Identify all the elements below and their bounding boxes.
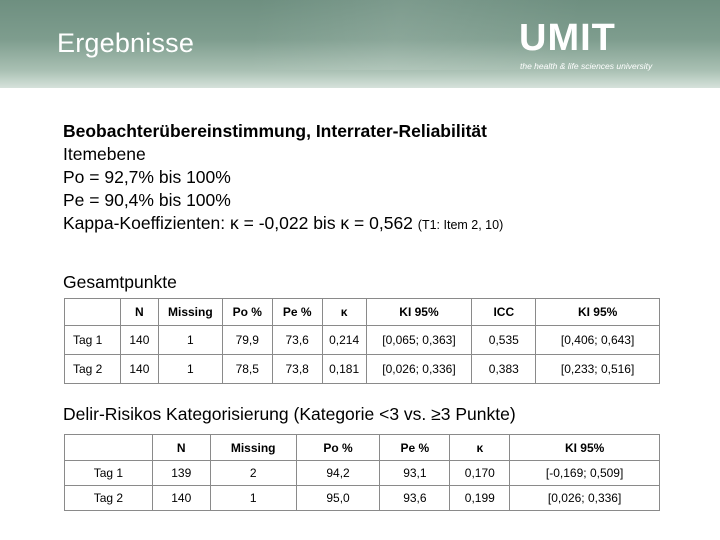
table-cell: 2 bbox=[209, 460, 297, 486]
table-cell: [-0,169; 0,509] bbox=[509, 460, 660, 486]
header-cell: KI 95% bbox=[365, 298, 473, 326]
po-line: Po = 92,7% bis 100% bbox=[63, 167, 231, 187]
table-cell: 73,6 bbox=[271, 325, 323, 355]
header-cell: KI 95% bbox=[535, 298, 660, 326]
table-cell: [0,026; 0,336] bbox=[365, 354, 473, 384]
table-cell: 78,5 bbox=[221, 354, 273, 384]
row-label: Tag 2 bbox=[64, 354, 121, 384]
kappa-text: Kappa-Koeffizienten: κ = -0,022 bis κ = … bbox=[63, 213, 413, 233]
logo-tagline: the health & life sciences university bbox=[520, 61, 653, 71]
table-cell: 79,9 bbox=[221, 325, 273, 355]
header-cell: Missing bbox=[157, 298, 223, 326]
header-cell: Pe % bbox=[271, 298, 323, 326]
table-cell: 73,8 bbox=[271, 354, 323, 384]
table-row: Tag 1 139 2 94,2 93,1 0,170 [-0,169; 0,5… bbox=[64, 460, 660, 486]
table-header-row: N Missing Po % Pe % κ KI 95% bbox=[64, 434, 660, 461]
table-cell: 93,1 bbox=[379, 460, 451, 486]
kappa-line: Kappa-Koeffizienten: κ = -0,022 bis κ = … bbox=[63, 212, 703, 237]
header-cell: κ bbox=[449, 434, 511, 461]
header-cell: N bbox=[119, 298, 159, 326]
table-cell: 0,199 bbox=[449, 485, 511, 511]
table-cell: [0,065; 0,363] bbox=[365, 325, 473, 355]
table-cell: 0,383 bbox=[471, 354, 537, 384]
table-row: Tag 2 140 1 78,5 73,8 0,181 [0,026; 0,33… bbox=[64, 354, 660, 384]
header-cell bbox=[64, 298, 121, 326]
table-cell: 1 bbox=[157, 354, 223, 384]
table2-label: Delir-Risikos Kategorisierung (Kategorie… bbox=[63, 404, 516, 424]
table-cell: [0,233; 0,516] bbox=[535, 354, 660, 384]
umit-logo: UMIT the health & life sciences universi… bbox=[519, 18, 679, 72]
row-label: Tag 1 bbox=[64, 325, 121, 355]
pe-line: Pe = 90,4% bis 100% bbox=[63, 190, 231, 210]
table-cell: 95,0 bbox=[295, 485, 381, 511]
header-cell: N bbox=[151, 434, 211, 461]
header-cell: Pe % bbox=[379, 434, 451, 461]
header-cell: κ bbox=[321, 298, 367, 326]
header-cell: KI 95% bbox=[509, 434, 660, 461]
header-cell: ICC bbox=[471, 298, 537, 326]
logo-wordmark: UMIT bbox=[519, 17, 616, 59]
table-cell: 140 bbox=[151, 485, 211, 511]
table-cell: 139 bbox=[151, 460, 211, 486]
result-text: Beobachterübereinstimmung, Interrater-Re… bbox=[63, 120, 703, 237]
table-cell: 0,181 bbox=[321, 354, 367, 384]
row-label: Tag 2 bbox=[64, 485, 153, 511]
header-cell: Po % bbox=[221, 298, 273, 326]
table-cell: [0,026; 0,336] bbox=[509, 485, 660, 511]
header-decoration bbox=[0, 0, 720, 70]
table-cell: 1 bbox=[157, 325, 223, 355]
table-header-row: N Missing Po % Pe % κ KI 95% ICC KI 95% bbox=[64, 298, 660, 326]
table-cell: [0,406; 0,643] bbox=[535, 325, 660, 355]
table-cell: 93,6 bbox=[379, 485, 451, 511]
slide-header: Ergebnisse UMIT the health & life scienc… bbox=[0, 0, 720, 88]
result-heading: Beobachterübereinstimmung, Interrater-Re… bbox=[63, 121, 487, 141]
table-cell: 140 bbox=[119, 354, 159, 384]
table1-label: Gesamtpunkte bbox=[63, 272, 177, 292]
table-cell: 1 bbox=[209, 485, 297, 511]
table-cell: 94,2 bbox=[295, 460, 381, 486]
table-cell: 140 bbox=[119, 325, 159, 355]
table-cell: 0,214 bbox=[321, 325, 367, 355]
table-cell: 0,170 bbox=[449, 460, 511, 486]
table-row: Tag 2 140 1 95,0 93,6 0,199 [0,026; 0,33… bbox=[64, 485, 660, 511]
header-cell: Po % bbox=[295, 434, 381, 461]
kappa-note: (T1: Item 2, 10) bbox=[417, 218, 504, 232]
item-level-label: Itemebene bbox=[63, 144, 146, 164]
slide-title: Ergebnisse bbox=[57, 28, 195, 58]
table-row: Tag 1 140 1 79,9 73,6 0,214 [0,065; 0,36… bbox=[64, 325, 660, 355]
header-cell: Missing bbox=[209, 434, 297, 461]
header-cell bbox=[64, 434, 153, 461]
table-cell: 0,535 bbox=[471, 325, 537, 355]
table-gesamtpunkte: N Missing Po % Pe % κ KI 95% ICC KI 95% … bbox=[64, 298, 660, 384]
table-delir-risiko: N Missing Po % Pe % κ KI 95% Tag 1 139 2… bbox=[64, 434, 660, 511]
row-label: Tag 1 bbox=[64, 460, 153, 486]
